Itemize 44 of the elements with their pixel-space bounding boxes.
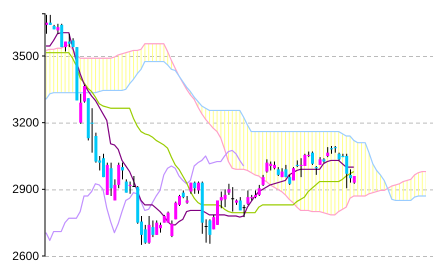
y-tick-label: 3500 (12, 48, 40, 63)
y-tick-label: 2600 (12, 248, 40, 263)
candlestick (170, 220, 174, 238)
y-tick-label: 2900 (12, 182, 40, 196)
candlestick (102, 153, 105, 178)
candlestick (68, 33, 71, 48)
candlestick (189, 182, 192, 194)
candlestick (242, 204, 246, 218)
candlestick (326, 146, 330, 158)
line-series (45, 52, 354, 214)
candlestick (128, 181, 132, 194)
candlestick (79, 93, 82, 124)
candlestick (303, 153, 306, 166)
candlestick (311, 151, 314, 166)
candlestick (60, 23, 64, 48)
candlestick (231, 186, 234, 212)
candlestick (220, 191, 223, 209)
candlestick (144, 224, 147, 244)
candlestick (292, 166, 295, 181)
candlestick (258, 184, 261, 196)
line-series (45, 60, 427, 202)
y-tick-label: 3200 (12, 116, 40, 130)
candlestick (155, 220, 158, 236)
candlestick (124, 178, 128, 194)
candlestick (151, 220, 154, 238)
candlestick (56, 23, 60, 34)
candlestick (83, 84, 86, 104)
line-series (45, 150, 244, 242)
candlestick (48, 14, 52, 26)
candlestick (159, 222, 162, 234)
candlestick (197, 181, 200, 194)
candlestick (265, 158, 268, 174)
candlestick (349, 168, 352, 184)
candlestick (148, 216, 151, 244)
candlestick (345, 153, 348, 189)
candlestick (262, 174, 265, 186)
candlestick (110, 162, 113, 196)
candlestick (224, 188, 227, 208)
candlestick (208, 218, 212, 244)
candlestick (64, 41, 67, 52)
candlestick (246, 190, 250, 206)
candlestick (300, 158, 303, 178)
candlestick (193, 181, 196, 194)
candlestick (121, 162, 124, 180)
